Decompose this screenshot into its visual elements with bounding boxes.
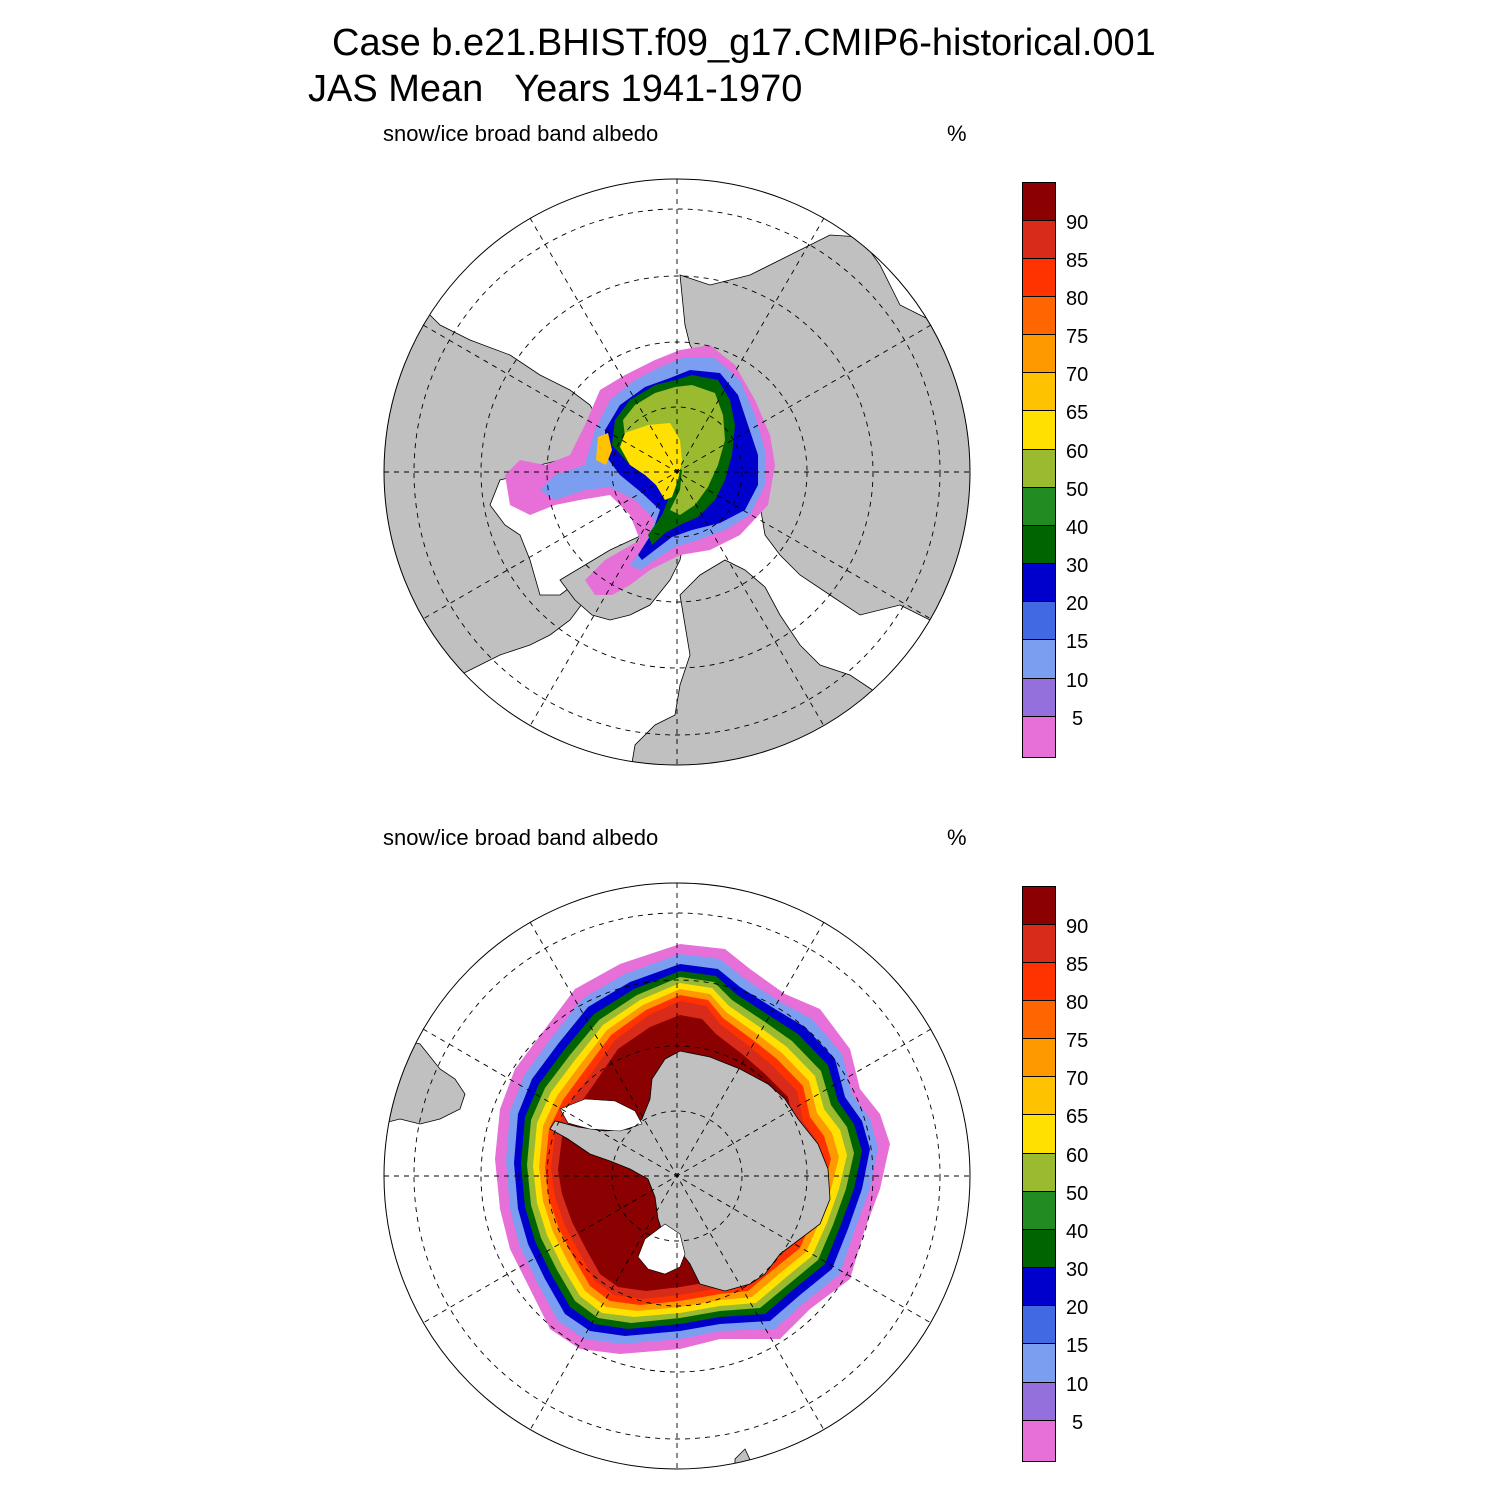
north-map-border	[383, 178, 971, 766]
south-colorbar-label: 40	[1066, 1221, 1089, 1243]
north-colorbar: 90 85 80 75 70 65 60 50 40 30 20 15 10 5	[1022, 182, 1088, 758]
north-colorbar-swatch	[1022, 679, 1056, 717]
north-colorbar-swatch	[1022, 526, 1056, 564]
north-colorbar-swatch	[1022, 373, 1056, 411]
south-colorbar-swatch	[1022, 963, 1056, 1001]
north-colorbar-swatch	[1022, 221, 1056, 259]
north-colorbar-label: 80	[1066, 288, 1089, 310]
north-colorbar-swatch	[1022, 488, 1056, 526]
south-colorbar-label: 30	[1066, 1259, 1089, 1281]
south-colorbar-label: 80	[1066, 992, 1089, 1014]
north-colorbar-swatch	[1022, 450, 1056, 488]
north-panel-variable-label: snow/ice broad band albedo	[383, 121, 659, 146]
south-colorbar: 90 85 80 75 70 65 60 50 40 30 20 15 10 5	[1022, 886, 1088, 1462]
south-colorbar-label: 50	[1066, 1183, 1089, 1205]
north-colorbar-swatch	[1022, 335, 1056, 373]
south-colorbar-label: 70	[1066, 1068, 1089, 1090]
north-colorbar-swatch	[1022, 564, 1056, 602]
figure-period-title: JAS Mean Years 1941-1970	[308, 68, 803, 110]
south-colorbar-label: 20	[1066, 1297, 1089, 1319]
north-colorbar-label: 20	[1066, 593, 1089, 615]
north-colorbar-swatch	[1022, 182, 1056, 221]
south-ice-shelf-weddell	[559, 1098, 643, 1132]
north-colorbar-swatch	[1022, 297, 1056, 335]
north-graticule	[384, 179, 970, 765]
south-panel-variable-label: snow/ice broad band albedo	[383, 825, 659, 850]
south-polar-map	[383, 882, 971, 1470]
south-land-antarctica	[549, 1050, 831, 1292]
north-colorbar-label: 15	[1066, 631, 1089, 653]
south-colorbar-swatch	[1022, 1039, 1056, 1077]
north-colorbar-swatch	[1022, 717, 1056, 758]
north-colorbar-label: 50	[1066, 479, 1089, 501]
north-colorbar-label: 75	[1066, 326, 1089, 348]
north-colorbar-label: 30	[1066, 555, 1089, 577]
north-polar-map	[383, 178, 971, 766]
south-colorbar-label: 5	[1072, 1412, 1084, 1434]
north-sea-ice-group	[505, 345, 775, 595]
south-colorbar-swatch	[1022, 925, 1056, 963]
south-land-antarctica-group	[549, 1050, 831, 1292]
north-colorbar-label: 5	[1072, 708, 1084, 730]
south-colorbar-swatch	[1022, 1421, 1056, 1462]
south-colorbar-label: 65	[1066, 1106, 1089, 1128]
south-colorbar-label: 60	[1066, 1145, 1089, 1167]
south-colorbar-label: 15	[1066, 1335, 1089, 1357]
south-colorbar-label: 75	[1066, 1030, 1089, 1052]
south-colorbar-swatch	[1022, 1230, 1056, 1268]
figure-case-title: Case b.e21.BHIST.f09_g17.CMIP6-historica…	[332, 22, 1156, 64]
north-colorbar-swatch	[1022, 259, 1056, 297]
north-colorbar-label: 65	[1066, 402, 1089, 424]
south-panel-unit-label: %	[947, 825, 967, 850]
north-colorbar-label: 40	[1066, 517, 1089, 539]
north-colorbar-swatch	[1022, 411, 1056, 450]
south-colorbar-swatch	[1022, 1001, 1056, 1039]
south-colorbar-label: 85	[1066, 954, 1089, 976]
south-colorbar-swatch	[1022, 1383, 1056, 1421]
south-colorbar-swatch	[1022, 1154, 1056, 1192]
south-colorbar-label: 10	[1066, 1374, 1089, 1396]
north-colorbar-swatch	[1022, 640, 1056, 679]
south-colorbar-swatch	[1022, 1306, 1056, 1344]
south-colorbar-label: 90	[1066, 916, 1089, 938]
north-ice-65-70	[596, 433, 612, 465]
south-colorbar-swatch	[1022, 1344, 1056, 1383]
north-colorbar-label: 60	[1066, 441, 1089, 463]
south-ice-shelf-ross	[637, 1223, 686, 1275]
north-colorbar-label: 90	[1066, 212, 1089, 234]
north-colorbar-label: 85	[1066, 250, 1089, 272]
north-colorbar-swatch	[1022, 602, 1056, 640]
north-ice-60-65	[620, 423, 682, 500]
south-colorbar-swatch	[1022, 1192, 1056, 1230]
south-colorbar-swatch	[1022, 1077, 1056, 1115]
north-panel-unit-label: %	[947, 121, 967, 146]
south-colorbar-swatch	[1022, 886, 1056, 925]
north-colorbar-label: 10	[1066, 670, 1089, 692]
south-colorbar-swatch	[1022, 1268, 1056, 1306]
south-colorbar-swatch	[1022, 1115, 1056, 1154]
north-colorbar-label: 70	[1066, 364, 1089, 386]
south-graticule	[384, 883, 970, 1469]
south-map-border	[383, 882, 971, 1470]
